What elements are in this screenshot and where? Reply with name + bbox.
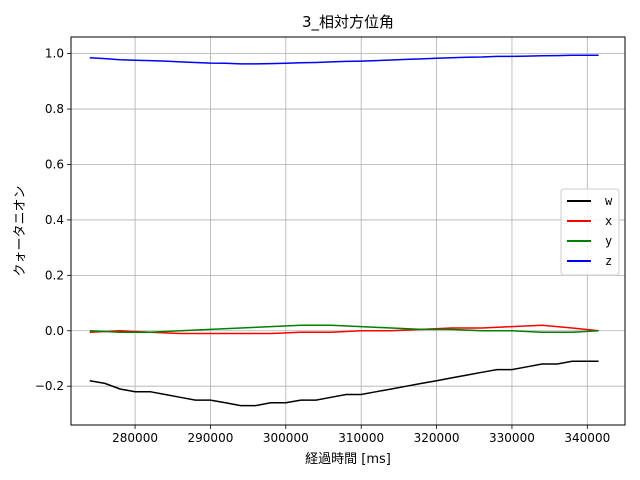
legend-box: [560, 188, 620, 276]
y-tick-label: −0.2: [35, 379, 64, 393]
legend-label-y: y: [605, 234, 612, 248]
chart-title: 3_相対方位角: [302, 13, 394, 32]
x-tick-label: 330000: [489, 431, 535, 445]
y-tick-label: 0.0: [45, 324, 64, 338]
x-tick-label: 310000: [338, 431, 384, 445]
y-tick-label: 0.6: [45, 157, 64, 171]
x-tick-label: 340000: [564, 431, 610, 445]
y-tick-label: 0.2: [45, 268, 64, 282]
series-line-w: [89, 360, 599, 407]
legend-label-w: w: [605, 194, 613, 208]
grid: [71, 37, 625, 425]
x-axis-label: 経過時間 [ms]: [305, 452, 391, 467]
x-tick-label: 320000: [414, 431, 460, 445]
y-tick-label: 0.8: [45, 102, 64, 116]
plot-frame: [70, 36, 626, 426]
plot-lines: [89, 54, 599, 407]
series-line-z: [89, 54, 599, 65]
x-tick-label: 280000: [112, 431, 158, 445]
x-tick-label: 300000: [263, 431, 309, 445]
y-tick-label: 1.0: [45, 47, 64, 61]
y-tick-label: 0.4: [45, 213, 64, 227]
series-line-x: [89, 324, 599, 335]
axis-ticks: 280000 290000 300000 310000 320000 330000 3400…: [35, 47, 610, 445]
legend-label-x: x: [605, 214, 612, 228]
legend-label-z: z: [605, 254, 612, 268]
x-tick-label: 290000: [188, 431, 234, 445]
y-axis-label: クォータニオン: [13, 185, 28, 276]
series-line-y: [89, 324, 599, 333]
